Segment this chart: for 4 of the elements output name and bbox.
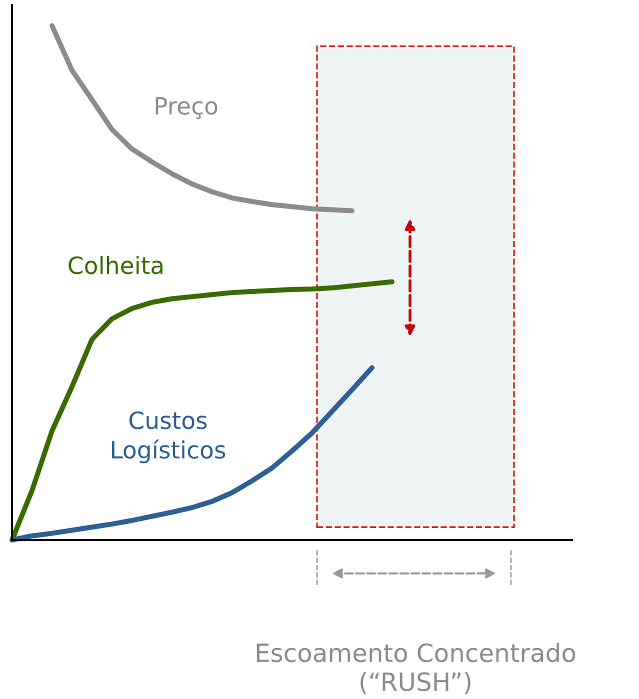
series-label: Colheita: [68, 256, 162, 274]
series-label: Preço: [156, 97, 218, 119]
series-label: Custos Logísticos: [112, 411, 226, 464]
text: Escoamento Concentrado (“RUSH”): [256, 642, 576, 694]
